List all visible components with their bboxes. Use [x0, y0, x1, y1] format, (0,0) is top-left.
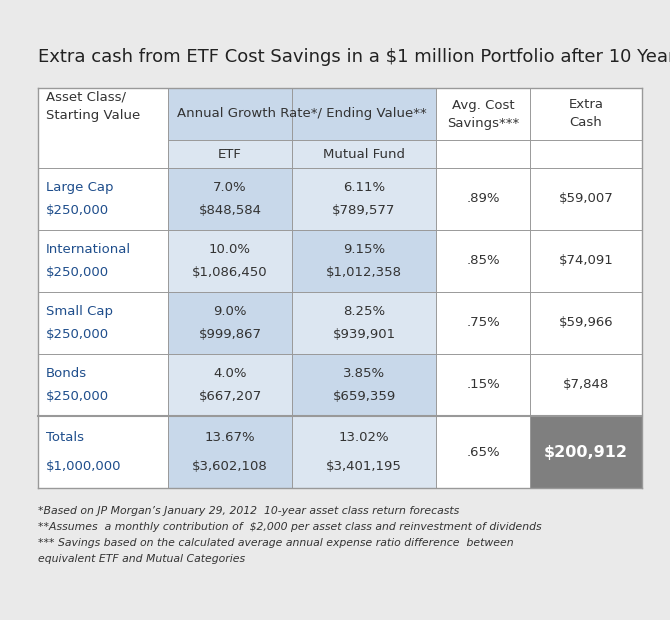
Bar — [168, 416, 292, 488]
Text: $1,086,450: $1,086,450 — [192, 265, 268, 278]
Text: .89%: .89% — [466, 192, 500, 205]
Text: equivalent ETF and Mutual Categories: equivalent ETF and Mutual Categories — [38, 554, 245, 564]
Text: ETF: ETF — [218, 148, 242, 161]
Bar — [168, 354, 292, 416]
Text: 3.85%: 3.85% — [343, 367, 385, 380]
Text: 9.0%: 9.0% — [213, 305, 247, 318]
Text: Asset Class/
Starting Value: Asset Class/ Starting Value — [46, 91, 140, 122]
Text: Small Cap: Small Cap — [46, 305, 113, 318]
Text: .15%: .15% — [466, 378, 500, 391]
Text: $250,000: $250,000 — [46, 203, 109, 216]
Bar — [292, 292, 436, 354]
Text: Annual Growth Rate*/ Ending Value**: Annual Growth Rate*/ Ending Value** — [177, 107, 427, 120]
Text: 13.02%: 13.02% — [339, 431, 389, 444]
Text: $200,912: $200,912 — [544, 445, 628, 459]
Text: Totals: Totals — [46, 431, 84, 444]
Bar — [292, 354, 436, 416]
Text: 13.67%: 13.67% — [205, 431, 255, 444]
Text: 6.11%: 6.11% — [343, 181, 385, 194]
Text: *** Savings based on the calculated average annual expense ratio difference  bet: *** Savings based on the calculated aver… — [38, 538, 514, 548]
Text: $250,000: $250,000 — [46, 265, 109, 278]
Text: $74,091: $74,091 — [559, 254, 613, 267]
Bar — [38, 88, 642, 488]
Text: Extra
Cash: Extra Cash — [569, 99, 604, 130]
Bar — [292, 168, 436, 230]
Bar — [530, 416, 642, 488]
Bar — [168, 88, 436, 140]
Text: $789,577: $789,577 — [332, 203, 396, 216]
Text: 4.0%: 4.0% — [213, 367, 247, 380]
Text: 7.0%: 7.0% — [213, 181, 247, 194]
Text: 9.15%: 9.15% — [343, 243, 385, 256]
Bar — [168, 168, 292, 230]
Text: .65%: .65% — [466, 446, 500, 459]
Text: $59,966: $59,966 — [559, 316, 613, 329]
Text: $3,401,195: $3,401,195 — [326, 460, 402, 473]
Bar — [168, 230, 292, 292]
Text: *Based on JP Morgan’s January 29, 2012  10-year asset class return forecasts: *Based on JP Morgan’s January 29, 2012 1… — [38, 506, 459, 516]
Text: $250,000: $250,000 — [46, 327, 109, 340]
Text: 8.25%: 8.25% — [343, 305, 385, 318]
Text: $3,602,108: $3,602,108 — [192, 460, 268, 473]
Bar — [292, 230, 436, 292]
Text: $667,207: $667,207 — [198, 389, 261, 402]
Text: $7,848: $7,848 — [563, 378, 609, 391]
Bar — [168, 292, 292, 354]
Text: Large Cap: Large Cap — [46, 181, 113, 194]
Text: $999,867: $999,867 — [198, 327, 261, 340]
Bar — [292, 140, 436, 168]
Text: Extra cash from ETF Cost Savings in a $1 million Portfolio after 10 Years: Extra cash from ETF Cost Savings in a $1… — [38, 48, 670, 66]
Text: **Assumes  a monthly contribution of  $2,000 per asset class and reinvestment of: **Assumes a monthly contribution of $2,0… — [38, 522, 541, 532]
Text: 10.0%: 10.0% — [209, 243, 251, 256]
Text: $1,012,358: $1,012,358 — [326, 265, 402, 278]
Bar — [168, 140, 292, 168]
Text: $59,007: $59,007 — [559, 192, 613, 205]
Text: .85%: .85% — [466, 254, 500, 267]
Text: Bonds: Bonds — [46, 367, 87, 380]
Text: .75%: .75% — [466, 316, 500, 329]
Text: $848,584: $848,584 — [198, 203, 261, 216]
Text: $1,000,000: $1,000,000 — [46, 460, 121, 473]
Text: Mutual Fund: Mutual Fund — [323, 148, 405, 161]
Text: Avg. Cost
Savings***: Avg. Cost Savings*** — [447, 99, 519, 130]
Text: $250,000: $250,000 — [46, 389, 109, 402]
Text: International: International — [46, 243, 131, 256]
Bar — [292, 416, 436, 488]
Text: $659,359: $659,359 — [332, 389, 395, 402]
Text: $939,901: $939,901 — [332, 327, 395, 340]
